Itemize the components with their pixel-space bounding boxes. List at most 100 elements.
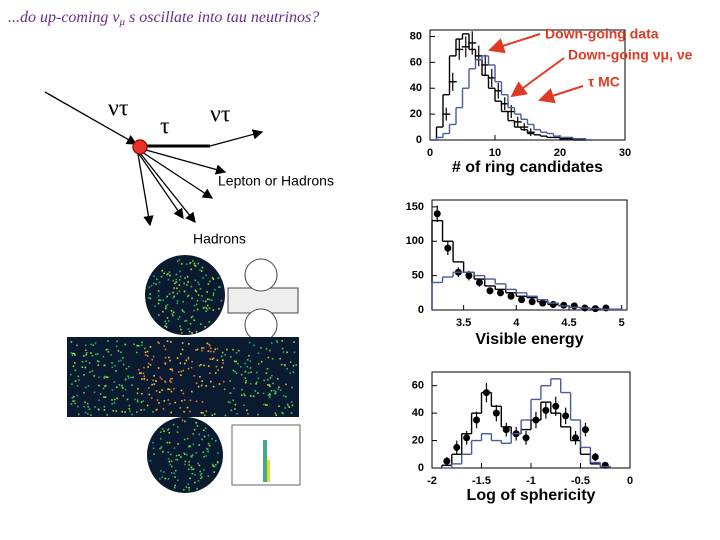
hit	[192, 260, 194, 262]
hit	[130, 376, 132, 379]
hit	[156, 408, 158, 411]
hit	[152, 441, 154, 444]
hit	[295, 364, 298, 366]
data-point	[570, 302, 578, 310]
hit	[292, 371, 295, 373]
hit	[224, 354, 226, 356]
hit	[124, 411, 126, 413]
hit	[199, 287, 202, 290]
hit	[232, 348, 234, 351]
hit	[206, 342, 209, 345]
hit	[137, 345, 140, 347]
hit	[205, 385, 207, 387]
hit	[205, 455, 207, 457]
diagram	[44, 91, 264, 227]
hit	[187, 483, 189, 485]
hit	[244, 370, 247, 373]
hit	[128, 404, 131, 407]
hit	[164, 356, 167, 359]
hit	[158, 391, 161, 393]
hit	[273, 389, 275, 392]
hit	[155, 409, 157, 411]
data-point	[539, 299, 547, 307]
hit	[77, 375, 80, 378]
hit	[166, 441, 169, 444]
plot-frame	[431, 199, 628, 311]
hit	[186, 406, 189, 409]
hit	[189, 477, 191, 480]
hit	[173, 388, 175, 390]
hit	[207, 350, 210, 352]
hit	[85, 349, 87, 351]
hit	[98, 384, 100, 387]
hit	[162, 299, 164, 301]
hit	[195, 400, 198, 403]
hit	[148, 387, 150, 389]
hit	[179, 275, 182, 278]
hit	[291, 404, 294, 407]
hit	[200, 412, 203, 414]
hit	[202, 451, 205, 453]
hit	[164, 348, 167, 351]
hit	[183, 410, 185, 413]
hit	[157, 290, 160, 292]
hit	[226, 348, 228, 351]
hit	[243, 404, 245, 406]
hit	[220, 299, 223, 302]
hit	[169, 368, 172, 370]
hit	[281, 347, 284, 350]
hit	[239, 366, 242, 368]
hit	[74, 369, 77, 372]
inset-bar	[267, 460, 270, 482]
hit	[128, 365, 130, 368]
hit	[144, 347, 146, 350]
hit	[279, 357, 281, 360]
hit	[197, 462, 199, 465]
hit	[286, 368, 288, 370]
hit	[153, 275, 155, 277]
hit	[207, 298, 209, 300]
hit	[220, 355, 223, 358]
hit	[173, 295, 175, 298]
hit	[97, 364, 100, 366]
hit	[241, 394, 243, 396]
hit	[154, 305, 156, 308]
hit	[269, 377, 272, 379]
arrow	[209, 129, 264, 147]
hit	[162, 310, 164, 313]
hit	[141, 378, 143, 380]
hit	[192, 433, 194, 435]
hit	[249, 367, 252, 369]
hit	[105, 348, 108, 351]
hit	[191, 472, 194, 475]
hit	[180, 374, 182, 376]
hit	[203, 456, 205, 458]
hit	[179, 325, 181, 328]
hit	[105, 384, 107, 387]
data-point	[433, 210, 441, 218]
hit	[214, 288, 216, 291]
hit	[211, 414, 213, 416]
hit	[254, 390, 257, 392]
hit	[151, 358, 153, 361]
hit	[147, 355, 149, 357]
hit	[137, 388, 139, 390]
hit	[205, 310, 207, 313]
hit	[166, 317, 169, 319]
data-point	[465, 272, 473, 280]
data-point	[562, 412, 570, 420]
hit	[163, 272, 165, 275]
hit	[211, 438, 213, 440]
hit	[181, 400, 183, 402]
hit	[184, 277, 186, 279]
hit	[199, 470, 201, 473]
hit	[186, 295, 189, 298]
hit	[187, 468, 190, 470]
hit	[189, 410, 191, 413]
hit	[174, 282, 176, 285]
hit	[171, 465, 173, 468]
hit	[209, 358, 212, 360]
y-tick-label: 20	[412, 434, 424, 446]
hit	[217, 369, 219, 371]
y-tick-label: 60	[410, 56, 422, 68]
